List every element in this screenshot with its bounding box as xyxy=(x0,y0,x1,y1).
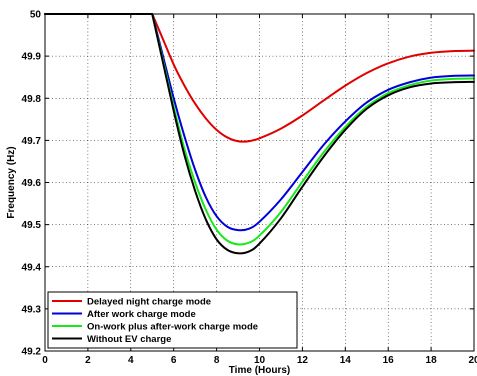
tick-layer: 0 2 4 6 8 10 12 14 16 18 20 49.2 49.3 49.4 49.5 49.6 49.… xyxy=(22,10,477,367)
x-tick-label: 14 xyxy=(340,355,352,366)
x-tick-label: 16 xyxy=(383,355,395,366)
legend-box xyxy=(47,291,298,349)
legend-label-2: After work charge mode xyxy=(87,309,196,320)
y-tick-label: 49.7 xyxy=(22,136,42,147)
y-tick-label: 49.6 xyxy=(22,178,42,189)
y-tick-label: 50 xyxy=(30,10,42,21)
y-axis-label: Frequency (Hz) xyxy=(6,146,17,218)
x-tick-label: 18 xyxy=(426,355,438,366)
legend-label-3: On-work plus after-work charge mode xyxy=(87,322,258,333)
x-tick-label: 0 xyxy=(42,355,48,366)
legend-label-1: Delayed night charge mode xyxy=(87,297,211,308)
x-tick-label: 20 xyxy=(468,355,477,366)
grid-layer xyxy=(45,14,474,351)
y-tick-label: 49.5 xyxy=(22,220,42,231)
series-layer xyxy=(44,13,475,255)
x-tick-label: 4 xyxy=(128,355,134,366)
x-axis-label: Time (Hours) xyxy=(229,365,291,376)
y-tick-label: 49.3 xyxy=(22,304,42,315)
series-line-3 xyxy=(44,13,475,246)
series-line-1 xyxy=(44,13,475,143)
x-tick-label: 10 xyxy=(254,355,266,366)
y-tick-label: 49.4 xyxy=(22,262,42,273)
x-tick-label: 8 xyxy=(214,355,220,366)
x-tick-label: 6 xyxy=(171,355,177,366)
y-tick-label: 49.8 xyxy=(22,94,42,105)
x-tick-label: 12 xyxy=(297,355,309,366)
y-tick-label: 49.9 xyxy=(22,52,42,63)
legend-label-4: Without EV charge xyxy=(87,334,171,345)
series-line-2 xyxy=(44,13,475,232)
y-tick-label: 49.2 xyxy=(22,347,42,358)
series-line-4 xyxy=(44,13,475,255)
x-tick-label: 2 xyxy=(85,355,91,366)
